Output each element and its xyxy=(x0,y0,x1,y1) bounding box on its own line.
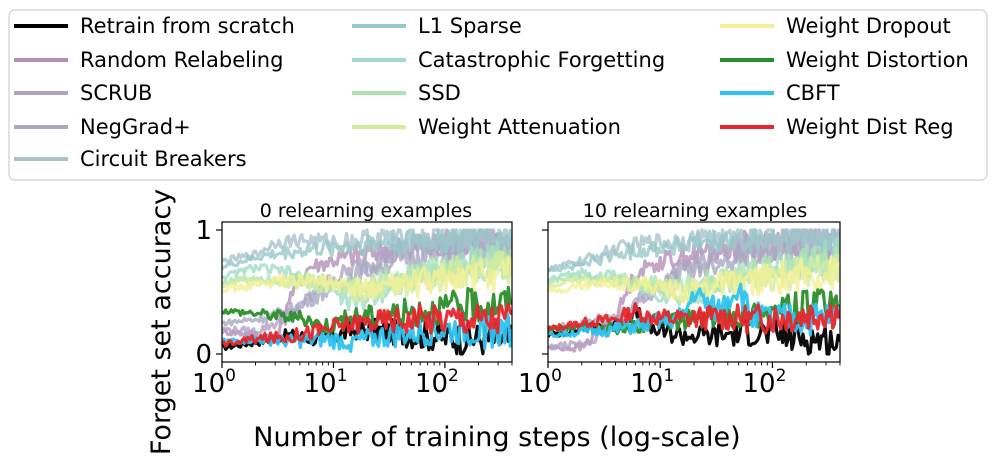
y-axis-label: Forget set accuracy xyxy=(146,189,177,455)
legend-label: Random Relabeling xyxy=(80,48,283,72)
x-tick-label: 101 xyxy=(630,366,674,399)
y-tick-label: 1 xyxy=(195,216,212,246)
x-tick-label: 102 xyxy=(742,366,786,399)
x-tick-label: 100 xyxy=(192,366,236,399)
legend-entry-l1-sparse: L1 Sparse xyxy=(352,14,522,38)
legend-label: CBFT xyxy=(786,81,840,105)
legend: Retrain from scratch Random Relabeling SCR… xyxy=(8,9,988,181)
legend-entry-neggrad: NegGrad+ xyxy=(14,115,191,139)
legend-entry-weight-dist-reg: Weight Dist Reg xyxy=(720,115,954,139)
legend-entry-weight-distortion: Weight Distortion xyxy=(720,48,969,72)
x-tick-label: 101 xyxy=(303,366,347,399)
legend-entry-weight-dropout: Weight Dropout xyxy=(720,14,951,38)
legend-label: Catastrophic Forgetting xyxy=(418,48,665,72)
legend-entry-random-relabeling: Random Relabeling xyxy=(14,48,283,72)
panel-left: 0 relearning examples 100 101 102 0 1 xyxy=(192,200,513,399)
x-tick-label: 100 xyxy=(518,366,562,399)
legend-label: Weight Dist Reg xyxy=(786,115,954,139)
legend-label: L1 Sparse xyxy=(418,14,522,38)
legend-entry-ssd: SSD xyxy=(352,81,461,105)
legend-label: Weight Attenuation xyxy=(418,115,621,139)
legend-label: SCRUB xyxy=(80,81,152,105)
series-line-l1-sparse xyxy=(548,228,840,273)
legend-entry-catastrophic-forgetting: Catastrophic Forgetting xyxy=(352,48,665,72)
series-line-weight-dropout xyxy=(222,255,512,301)
x-axis-label: Number of training steps (log-scale) xyxy=(253,422,740,453)
legend-label: Circuit Breakers xyxy=(80,147,247,171)
series-line-circuit-breakers xyxy=(222,228,512,265)
series-line-weight-dist-reg xyxy=(548,302,840,335)
series-line-weight-dropout xyxy=(548,256,840,304)
legend-label: SSD xyxy=(418,81,461,105)
x-tick-label: 102 xyxy=(415,366,459,399)
legend-entry-circuit-breakers: Circuit Breakers xyxy=(14,147,247,171)
series-line-cbft xyxy=(222,311,512,353)
panel-right: 10 relearning examples 100 101 102 xyxy=(518,200,841,399)
legend-frame xyxy=(8,9,988,181)
legend-entry-retrain-from-scratch: Retrain from scratch xyxy=(14,14,295,38)
series-line-weight-dist-reg xyxy=(222,302,512,348)
legend-entry-cbft: CBFT xyxy=(720,81,840,105)
series-line-l1-sparse xyxy=(222,228,512,271)
legend-label: Retrain from scratch xyxy=(80,14,295,38)
panel-right-title: 10 relearning examples xyxy=(583,200,808,222)
series-line-catastrophic-forgetting xyxy=(222,240,512,312)
legend-label: Weight Distortion xyxy=(786,48,969,72)
y-tick-label: 0 xyxy=(195,340,212,370)
legend-label: Weight Dropout xyxy=(786,14,951,38)
legend-entry-weight-attenuation: Weight Attenuation xyxy=(352,115,621,139)
legend-entry-scrub: SCRUB xyxy=(14,81,152,105)
panel-left-title: 0 relearning examples xyxy=(260,200,472,222)
legend-label: NegGrad+ xyxy=(80,115,191,139)
